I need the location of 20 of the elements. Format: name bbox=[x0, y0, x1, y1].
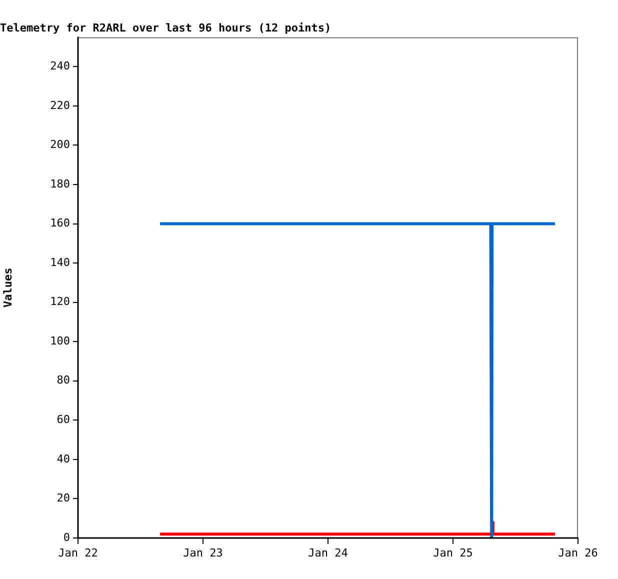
y-tick-label: 20 bbox=[56, 492, 70, 505]
y-tick-label: 0 bbox=[63, 530, 70, 544]
y-tick-label: 200 bbox=[50, 138, 70, 152]
y-tick-label: 160 bbox=[50, 216, 70, 230]
y-tick-label: 80 bbox=[56, 374, 70, 387]
y-axis-title: Values bbox=[1, 268, 14, 308]
y-tick-label: 140 bbox=[50, 256, 70, 269]
y-tick-label: 220 bbox=[50, 98, 70, 112]
y-tick-label: 120 bbox=[50, 295, 70, 308]
y-tick-label: 40 bbox=[56, 452, 70, 466]
y-tick-label: 240 bbox=[50, 60, 70, 73]
x-tick-label: Jan 24 bbox=[308, 546, 348, 560]
x-tick-label: Jan 22 bbox=[58, 546, 98, 560]
y-tick-label: 60 bbox=[56, 413, 70, 426]
x-tick-label: Jan 25 bbox=[433, 546, 473, 560]
x-tick-label: Jan 23 bbox=[183, 546, 223, 560]
y-tick-label: 100 bbox=[50, 334, 70, 348]
chart-title: Telemetry for R2ARL over last 96 hours (12 points) bbox=[0, 21, 332, 34]
x-tick-label: Jan 26 bbox=[558, 546, 598, 560]
y-tick-label: 180 bbox=[50, 177, 70, 190]
